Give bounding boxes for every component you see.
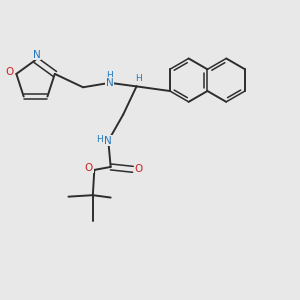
Text: N: N <box>33 50 41 60</box>
Text: H: H <box>135 74 141 83</box>
Text: O: O <box>135 164 143 174</box>
Text: N: N <box>104 136 112 146</box>
Text: N: N <box>106 78 114 88</box>
Text: H: H <box>96 135 103 144</box>
Text: O: O <box>6 68 14 77</box>
Text: O: O <box>85 163 93 172</box>
Text: H: H <box>106 71 113 80</box>
